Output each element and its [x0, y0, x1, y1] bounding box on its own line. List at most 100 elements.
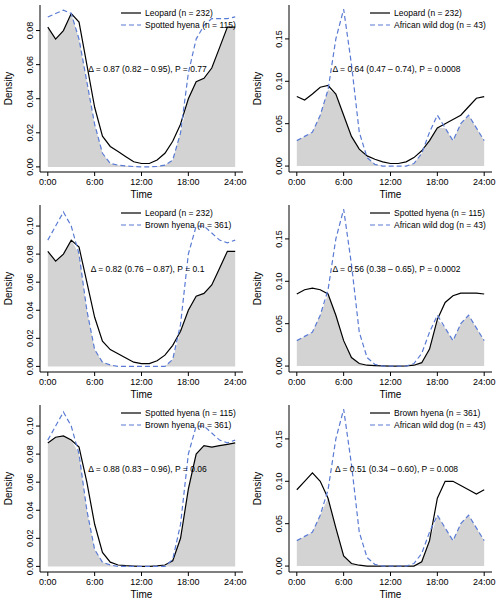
y-tick	[285, 166, 289, 167]
x-tick-label: 24:00	[473, 577, 496, 587]
y-tick	[285, 438, 289, 439]
x-tick-label: 24:00	[473, 377, 496, 387]
x-tick	[390, 372, 391, 376]
y-axis	[289, 5, 290, 172]
y-tick-label: 0.15	[274, 30, 284, 48]
x-tick-label: 0:00	[288, 177, 306, 187]
annotation: Δ = 0.51 (0.34 – 0.60), P = 0.008	[335, 464, 458, 474]
y-tick-label: 0.04	[25, 501, 35, 519]
y-tick	[36, 132, 40, 133]
plot-area	[297, 9, 484, 166]
y-tick-label: 0.02	[25, 530, 35, 548]
legend-swatch	[121, 224, 141, 225]
annotation: Δ = 0.88 (0.83 – 0.96), P = 0.06	[88, 464, 207, 474]
x-tick	[484, 172, 485, 176]
overlap-area	[48, 436, 235, 567]
x-axis-title: Time	[380, 189, 402, 200]
y-tick	[36, 64, 40, 65]
x-tick-label: 12:00	[130, 177, 153, 187]
legend-label: Brown hyena (n = 361)	[145, 420, 231, 430]
y-tick	[36, 454, 40, 455]
overlap-area	[297, 294, 484, 366]
annotation: Δ = 0.56 (0.38 – 0.65), P = 0.0002	[333, 264, 461, 274]
x-tick-label: 6:00	[86, 577, 104, 587]
y-tick-label: 0.02	[25, 330, 35, 348]
density-line	[297, 9, 484, 166]
annotation: Δ = 0.87 (0.82 – 0.95), P = 0.77	[88, 64, 207, 74]
x-tick	[390, 172, 391, 176]
x-tick-label: 24:00	[224, 577, 247, 587]
y-tick-label: 0.10	[274, 73, 284, 91]
y-tick-label: 0.08	[25, 245, 35, 263]
x-tick-label: 24:00	[224, 177, 247, 187]
legend-label: Spotted hyena (n = 115)	[394, 208, 485, 218]
x-tick-label: 12:00	[379, 177, 402, 187]
x-tick	[296, 572, 297, 576]
x-tick-label: 6:00	[86, 177, 104, 187]
x-tick-label: 12:00	[130, 577, 153, 587]
overlap-area	[48, 14, 235, 167]
x-tick-label: 6:00	[335, 177, 353, 187]
y-tick	[36, 482, 40, 483]
y-tick-label: 0.10	[274, 273, 284, 291]
x-tick	[343, 372, 344, 376]
x-tick	[188, 572, 189, 576]
y-axis-title: Density	[3, 72, 14, 105]
legend-label: African wild dog (n = 43)	[394, 420, 486, 430]
panel: 0:006:0012:0018:0024:000.000.020.040.060…	[3, 5, 246, 200]
legend-swatch	[370, 12, 390, 13]
y-tick-label: 0.10	[25, 417, 35, 435]
annotation: Δ = 0.64 (0.47 – 0.74), P = 0.0008	[333, 64, 461, 74]
x-tick-label: 0:00	[39, 377, 57, 387]
y-axis-title: Density	[3, 272, 14, 305]
x-tick	[47, 172, 48, 176]
y-tick	[36, 338, 40, 339]
x-tick	[47, 572, 48, 576]
y-tick-label: 0.06	[25, 473, 35, 491]
x-tick-label: 24:00	[473, 177, 496, 187]
y-tick-label: 0.06	[25, 56, 35, 74]
x-tick-label: 18:00	[177, 577, 200, 587]
y-axis-title: Density	[252, 272, 263, 305]
y-tick	[285, 366, 289, 367]
legend-label: Spotted hyena (n = 115)	[145, 408, 236, 418]
x-tick-label: 6:00	[86, 377, 104, 387]
x-tick-label: 24:00	[224, 377, 247, 387]
legend-label: Brown hyena (n = 361)	[394, 408, 480, 418]
x-tick	[188, 372, 189, 376]
x-tick	[235, 372, 236, 376]
y-axis-title: Density	[252, 72, 263, 105]
y-tick	[285, 323, 289, 324]
x-tick	[296, 372, 297, 376]
legend-swatch	[121, 412, 141, 413]
x-tick-label: 0:00	[39, 577, 57, 587]
y-tick-label: 0.08	[25, 445, 35, 463]
legend-swatch	[370, 412, 390, 413]
x-tick	[343, 572, 344, 576]
y-tick	[285, 38, 289, 39]
overlap-area	[297, 498, 484, 566]
y-tick	[285, 481, 289, 482]
legend-swatch	[121, 212, 141, 213]
y-tick	[36, 226, 40, 227]
x-axis-title: Time	[380, 389, 402, 400]
x-tick-label: 12:00	[379, 377, 402, 387]
y-tick	[36, 510, 40, 511]
legend-swatch	[370, 212, 390, 213]
x-tick	[235, 572, 236, 576]
panel: 0:006:0012:0018:0024:000.000.020.040.060…	[3, 205, 246, 400]
legend-swatch	[121, 24, 141, 25]
legend-label: Leopard (n = 232)	[145, 208, 213, 218]
y-tick-label: 0.06	[25, 273, 35, 291]
legend-swatch	[121, 424, 141, 425]
legend-label: Leopard (n = 232)	[394, 8, 462, 18]
x-tick-label: 6:00	[335, 377, 353, 387]
y-tick-label: 0.05	[274, 315, 284, 333]
x-axis-title: Time	[131, 189, 153, 200]
x-tick-label: 12:00	[130, 377, 153, 387]
x-tick	[390, 572, 391, 576]
y-tick-label: 0.15	[274, 430, 284, 448]
y-tick-label: 0.02	[25, 124, 35, 142]
x-tick	[484, 372, 485, 376]
plot-area	[297, 209, 484, 366]
